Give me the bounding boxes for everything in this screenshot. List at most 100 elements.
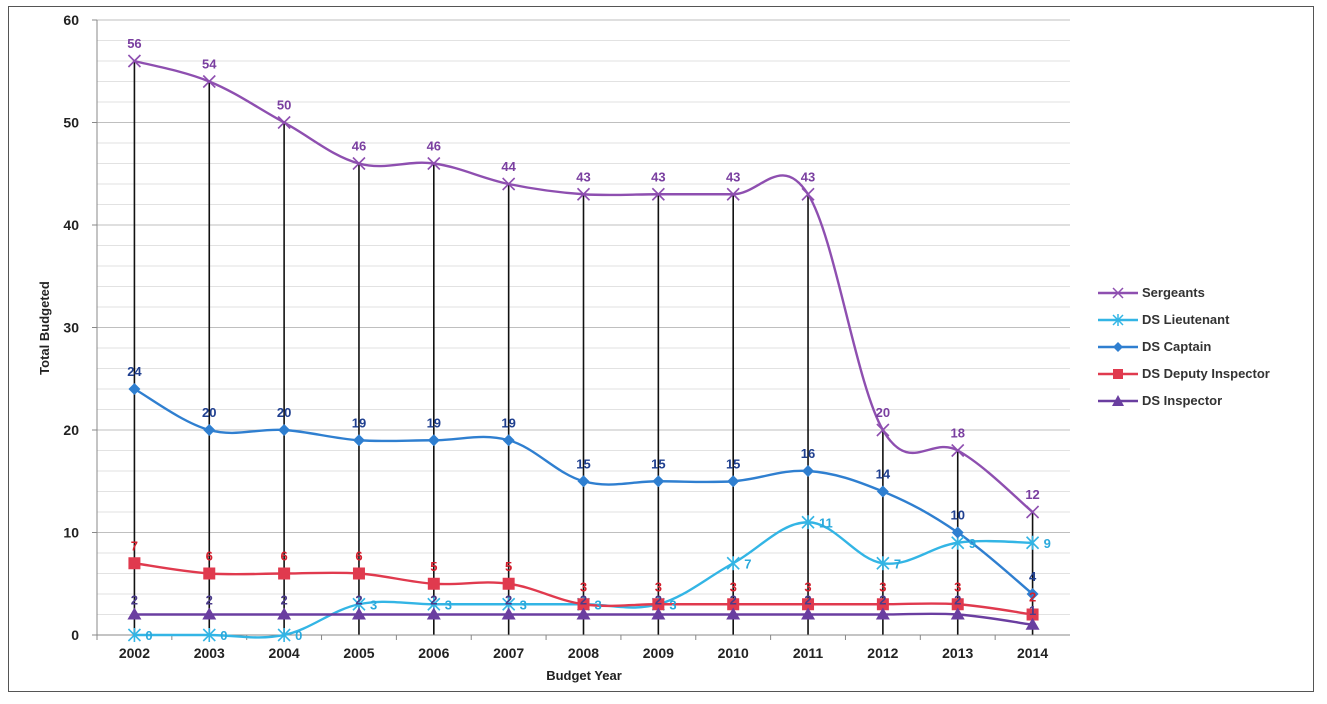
data-point-ds-lieutenant [1026, 535, 1040, 550]
data-label-ds-inspector: 2 [804, 593, 811, 608]
data-point-ds-deputy-inspector [128, 557, 141, 570]
data-label-sergeants: 43 [576, 169, 590, 184]
data-point-ds-captain [502, 434, 515, 447]
data-label-ds-captain: 15 [651, 456, 665, 471]
data-label-ds-lieutenant: 7 [894, 556, 901, 571]
data-label-ds-deputy-inspector: 6 [280, 549, 287, 564]
data-point-ds-deputy-inspector [278, 567, 291, 580]
data-point-sergeants [726, 187, 740, 201]
data-point-sergeants [352, 156, 366, 171]
data-label-ds-inspector: 2 [730, 593, 737, 608]
data-label-ds-captain: 24 [127, 364, 142, 379]
x-tick-label: 2002 [119, 645, 150, 661]
data-label-ds-captain: 20 [277, 405, 291, 420]
data-label-ds-deputy-inspector: 7 [131, 538, 138, 553]
data-point-ds-deputy-inspector [427, 577, 440, 590]
y-tick-label: 40 [63, 217, 79, 233]
data-point-ds-inspector [801, 607, 816, 620]
legend-swatch-diamond [1098, 341, 1138, 352]
data-point-ds-deputy-inspector [203, 567, 216, 580]
data-label-ds-lieutenant: 9 [1044, 536, 1051, 551]
data-point-ds-inspector [501, 607, 516, 620]
data-point-ds-deputy-inspector [352, 567, 365, 580]
data-label-ds-inspector: 2 [954, 593, 961, 608]
legend-swatch-square [1098, 368, 1138, 379]
data-label-ds-deputy-inspector: 3 [879, 579, 886, 594]
data-label-ds-deputy-inspector: 2 [1029, 590, 1036, 605]
data-label-ds-lieutenant: 0 [295, 628, 302, 643]
data-label-ds-inspector: 2 [280, 593, 287, 608]
legend-label: DS Inspector [1142, 393, 1223, 408]
data-point-ds-captain [128, 383, 141, 395]
data-label-ds-captain: 19 [352, 415, 366, 430]
data-point-sergeants [502, 177, 516, 191]
data-point-ds-captain [1026, 588, 1039, 600]
data-point-ds-deputy-inspector [802, 598, 815, 611]
data-label-ds-deputy-inspector: 3 [655, 579, 662, 594]
data-label-ds-inspector: 1 [1029, 603, 1036, 618]
x-axis-title: Budget Year [546, 668, 622, 683]
data-point-ds-inspector [351, 607, 366, 620]
data-point-ds-deputy-inspector [652, 598, 665, 611]
data-label-ds-lieutenant: 3 [520, 597, 527, 612]
x-tick-label: 2009 [643, 645, 674, 661]
data-point-ds-lieutenant [726, 556, 740, 571]
data-point-ds-inspector [726, 607, 741, 620]
data-label-ds-captain: 20 [202, 405, 216, 420]
legend-item: DS Deputy Inspector [1096, 360, 1316, 387]
x-tick-label: 2014 [1017, 645, 1048, 661]
data-point-ds-inspector [1025, 617, 1040, 630]
data-point-ds-inspector [277, 607, 292, 620]
data-label-ds-lieutenant: 11 [819, 515, 833, 530]
legend-item: DS Lieutenant [1096, 306, 1316, 333]
data-label-ds-lieutenant: 7 [744, 556, 751, 571]
data-label-ds-captain: 16 [801, 446, 815, 461]
chart-frame [8, 6, 1314, 692]
data-label-ds-deputy-inspector: 3 [954, 579, 961, 594]
data-label-ds-captain: 10 [950, 508, 964, 523]
legend-label: DS Captain [1142, 339, 1212, 354]
data-label-ds-inspector: 2 [580, 593, 587, 608]
data-label-ds-inspector: 2 [355, 593, 362, 608]
data-label-sergeants: 18 [950, 426, 964, 441]
data-label-sergeants: 50 [277, 98, 291, 113]
data-label-ds-lieutenant: 3 [595, 597, 602, 612]
data-point-ds-captain [203, 424, 216, 436]
data-point-ds-captain [951, 526, 964, 539]
x-tick-label: 2011 [793, 645, 824, 661]
data-point-ds-lieutenant [127, 628, 141, 642]
data-label-ds-captain: 14 [876, 467, 891, 482]
data-label-ds-captain: 19 [501, 415, 515, 430]
data-point-ds-lieutenant [801, 515, 815, 530]
series-markers [127, 54, 1040, 642]
data-label-ds-inspector: 2 [206, 593, 213, 608]
data-label-ds-deputy-inspector: 3 [580, 579, 587, 594]
data-point-ds-inspector [950, 607, 965, 620]
x-tick-label: 2003 [194, 645, 225, 661]
data-label-sergeants: 54 [202, 57, 217, 72]
y-tick-label: 10 [63, 525, 79, 541]
x-tick-label: 2005 [343, 645, 374, 661]
legend-item: DS Inspector [1096, 387, 1316, 414]
legend-label: DS Lieutenant [1142, 312, 1230, 327]
y-axis-title: Total Budgeted [37, 281, 52, 375]
data-label-sergeants: 56 [127, 36, 141, 51]
data-point-sergeants [127, 54, 141, 68]
data-point-sergeants [1026, 505, 1040, 519]
data-label-ds-inspector: 2 [430, 593, 437, 608]
data-point-sergeants [651, 187, 665, 201]
data-point-sergeants [801, 187, 815, 201]
data-point-sergeants [876, 423, 890, 437]
y-tick-label: 30 [63, 320, 79, 336]
data-point-ds-deputy-inspector [951, 598, 964, 611]
data-label-ds-captain: 15 [576, 456, 590, 471]
data-point-sergeants [427, 156, 441, 171]
data-label-sergeants: 20 [876, 405, 890, 420]
data-label-ds-deputy-inspector: 5 [430, 559, 437, 574]
legend-item: Sergeants [1096, 279, 1316, 306]
data-label-ds-inspector: 2 [505, 593, 512, 608]
data-label-ds-deputy-inspector: 3 [804, 579, 811, 594]
data-label-ds-lieutenant: 3 [370, 597, 377, 612]
data-point-ds-captain [427, 434, 440, 447]
